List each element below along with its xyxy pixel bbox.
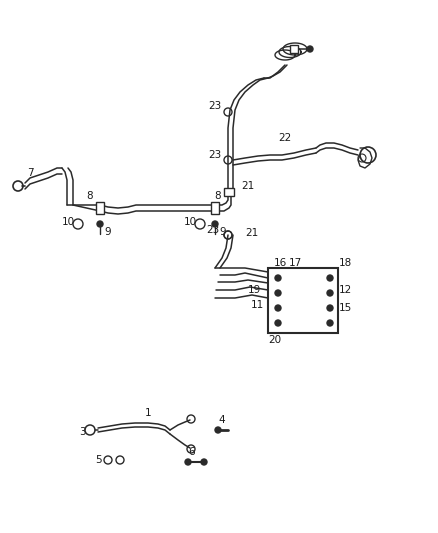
Text: 23: 23 (208, 150, 222, 160)
Text: 17: 17 (288, 258, 302, 268)
Bar (268, 268, 338, 333)
Text: 8: 8 (215, 191, 221, 201)
Text: 3: 3 (79, 427, 85, 437)
Text: 15: 15 (339, 303, 352, 313)
Circle shape (212, 221, 218, 227)
Circle shape (307, 46, 313, 52)
Text: 19: 19 (247, 285, 261, 295)
Circle shape (97, 221, 103, 227)
Text: 21: 21 (241, 181, 254, 191)
Circle shape (275, 305, 281, 311)
Circle shape (215, 427, 221, 433)
Text: 18: 18 (339, 258, 352, 268)
Bar (290, 45, 298, 53)
Text: 4: 4 (219, 415, 225, 425)
Text: 23: 23 (206, 225, 219, 235)
Text: 11: 11 (251, 300, 264, 310)
Text: 8: 8 (87, 191, 93, 201)
Text: 10: 10 (61, 217, 74, 227)
Text: 1: 1 (145, 408, 151, 418)
Circle shape (275, 320, 281, 326)
Bar (96, 202, 104, 214)
Text: 7: 7 (27, 168, 33, 178)
Text: 21: 21 (245, 228, 258, 238)
Circle shape (185, 459, 191, 465)
Text: 16: 16 (273, 258, 286, 268)
Circle shape (327, 320, 333, 326)
Text: 6: 6 (189, 447, 195, 457)
Text: 12: 12 (339, 285, 352, 295)
Text: 5: 5 (95, 455, 102, 465)
Text: 23: 23 (208, 101, 222, 111)
Text: 20: 20 (268, 335, 282, 345)
Bar (211, 202, 219, 214)
Circle shape (327, 290, 333, 296)
Text: 10: 10 (184, 217, 197, 227)
Text: 9: 9 (105, 227, 111, 237)
Circle shape (327, 305, 333, 311)
Bar (224, 188, 234, 196)
Circle shape (327, 275, 333, 281)
Text: 22: 22 (279, 133, 292, 143)
Circle shape (275, 275, 281, 281)
Circle shape (201, 459, 207, 465)
Circle shape (275, 290, 281, 296)
Text: 9: 9 (220, 227, 226, 237)
